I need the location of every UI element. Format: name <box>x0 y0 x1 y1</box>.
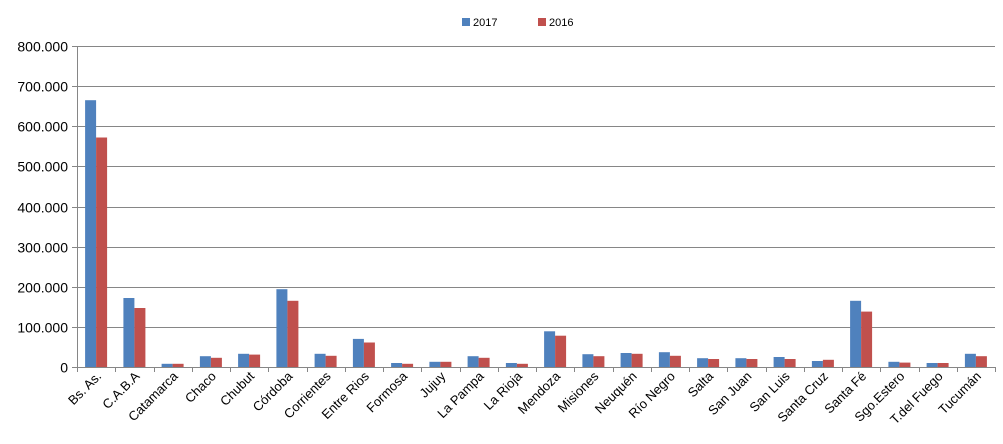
bar-2016-8 <box>402 363 414 367</box>
bar-2017-16 <box>697 358 709 367</box>
legend-swatch-2016 <box>538 18 546 26</box>
bar-2017-7 <box>352 338 364 367</box>
bars <box>85 100 987 367</box>
bar-2016-12 <box>555 335 567 367</box>
bar-2017-20 <box>850 300 862 367</box>
bar-2016-21 <box>899 362 911 367</box>
bar-2016-13 <box>593 356 605 367</box>
legend-label-2017: 2017 <box>473 17 497 29</box>
bar-2016-11 <box>516 363 528 367</box>
bar-2017-8 <box>391 363 403 367</box>
y-tick-label: 500.000 <box>17 159 68 175</box>
bar-2017-22 <box>926 363 938 367</box>
bar-2016-14 <box>631 353 643 367</box>
legend-label-2016: 2016 <box>549 17 573 29</box>
legend: 2017 2016 <box>462 17 573 29</box>
bar-2016-2 <box>172 363 184 367</box>
bar-2017-2 <box>161 363 173 367</box>
bar-2017-4 <box>238 353 250 367</box>
y-tick-label: 0 <box>60 360 68 376</box>
x-tick-label: Formosa <box>363 368 410 415</box>
y-tick-label: 100.000 <box>17 320 68 336</box>
bar-2016-22 <box>937 363 949 367</box>
bar-2017-13 <box>582 354 594 367</box>
y-tick-label: 200.000 <box>17 280 68 296</box>
bar-2016-16 <box>708 359 720 367</box>
bar-2016-5 <box>287 300 299 367</box>
bar-2016-19 <box>822 359 834 367</box>
bar-2017-1 <box>123 298 135 367</box>
bar-2017-3 <box>199 356 211 367</box>
bar-2017-21 <box>888 361 900 367</box>
bar-2017-15 <box>658 352 670 367</box>
y-axis-ticks: 0 100.000 200.000 300.000 400.000 500.000 600.… <box>17 39 77 376</box>
bar-2016-15 <box>669 355 681 367</box>
x-tick-label: Tucumán <box>935 369 984 418</box>
x-tick-label: Salta <box>685 368 717 400</box>
bar-2016-7 <box>363 342 375 367</box>
y-tick-label: 300.000 <box>17 240 68 256</box>
y-tick-label: 800.000 <box>17 39 68 55</box>
bar-2017-14 <box>620 353 632 367</box>
bar-2016-10 <box>478 357 490 367</box>
x-axis-ticks <box>77 367 996 372</box>
bar-2016-0 <box>96 137 108 367</box>
y-tick-label: 400.000 <box>17 200 68 216</box>
x-tick-label: Jujuy <box>416 368 448 400</box>
bar-2017-17 <box>735 358 747 367</box>
y-tick-label: 600.000 <box>17 119 68 135</box>
bar-2016-6 <box>325 355 337 367</box>
bar-2017-23 <box>964 353 976 367</box>
legend-swatch-2017 <box>462 18 470 26</box>
x-tick-label: Bs. As. <box>65 369 104 408</box>
bar-2016-20 <box>861 311 873 367</box>
gridlines <box>77 46 995 328</box>
bar-2017-6 <box>314 353 326 367</box>
bar-2016-3 <box>210 357 222 367</box>
bar-2017-19 <box>811 361 823 367</box>
y-tick-label: 700.000 <box>17 79 68 95</box>
x-tick-label: Mendoza <box>515 368 564 417</box>
bar-2017-18 <box>773 357 785 367</box>
bar-2016-23 <box>975 356 987 367</box>
bar-2017-0 <box>85 100 97 367</box>
bar-2017-11 <box>505 363 517 367</box>
bar-2016-1 <box>134 308 146 367</box>
bar-2016-17 <box>746 359 758 367</box>
bar-2017-9 <box>429 361 441 367</box>
bar-2017-10 <box>467 356 479 367</box>
bar-2016-18 <box>784 359 796 367</box>
bar-2016-4 <box>249 354 261 367</box>
bar-2016-9 <box>440 361 452 367</box>
x-tick-label: Chaco <box>182 369 219 406</box>
bar-2017-5 <box>276 289 288 367</box>
bar-2017-12 <box>544 331 556 367</box>
